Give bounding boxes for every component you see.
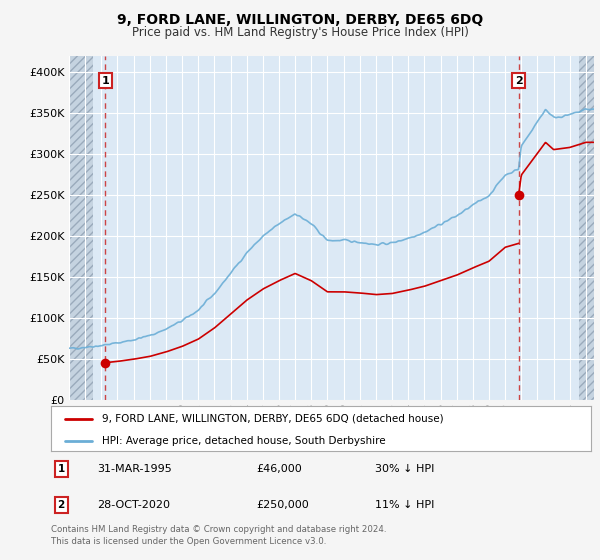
Text: £250,000: £250,000 — [256, 500, 309, 510]
Text: 1: 1 — [58, 464, 65, 474]
Text: 28-OCT-2020: 28-OCT-2020 — [97, 500, 170, 510]
Text: 11% ↓ HPI: 11% ↓ HPI — [375, 500, 434, 510]
Text: HPI: Average price, detached house, South Derbyshire: HPI: Average price, detached house, Sout… — [103, 436, 386, 446]
Text: Price paid vs. HM Land Registry's House Price Index (HPI): Price paid vs. HM Land Registry's House … — [131, 26, 469, 39]
Text: £46,000: £46,000 — [256, 464, 302, 474]
Text: 2: 2 — [515, 76, 523, 86]
Text: 30% ↓ HPI: 30% ↓ HPI — [375, 464, 434, 474]
Text: 31-MAR-1995: 31-MAR-1995 — [97, 464, 172, 474]
Text: 1: 1 — [101, 76, 109, 86]
Text: Contains HM Land Registry data © Crown copyright and database right 2024.
This d: Contains HM Land Registry data © Crown c… — [51, 525, 386, 546]
Text: 9, FORD LANE, WILLINGTON, DERBY, DE65 6DQ: 9, FORD LANE, WILLINGTON, DERBY, DE65 6D… — [117, 13, 483, 27]
Text: 2: 2 — [58, 500, 65, 510]
Text: 9, FORD LANE, WILLINGTON, DERBY, DE65 6DQ (detached house): 9, FORD LANE, WILLINGTON, DERBY, DE65 6D… — [103, 413, 444, 423]
